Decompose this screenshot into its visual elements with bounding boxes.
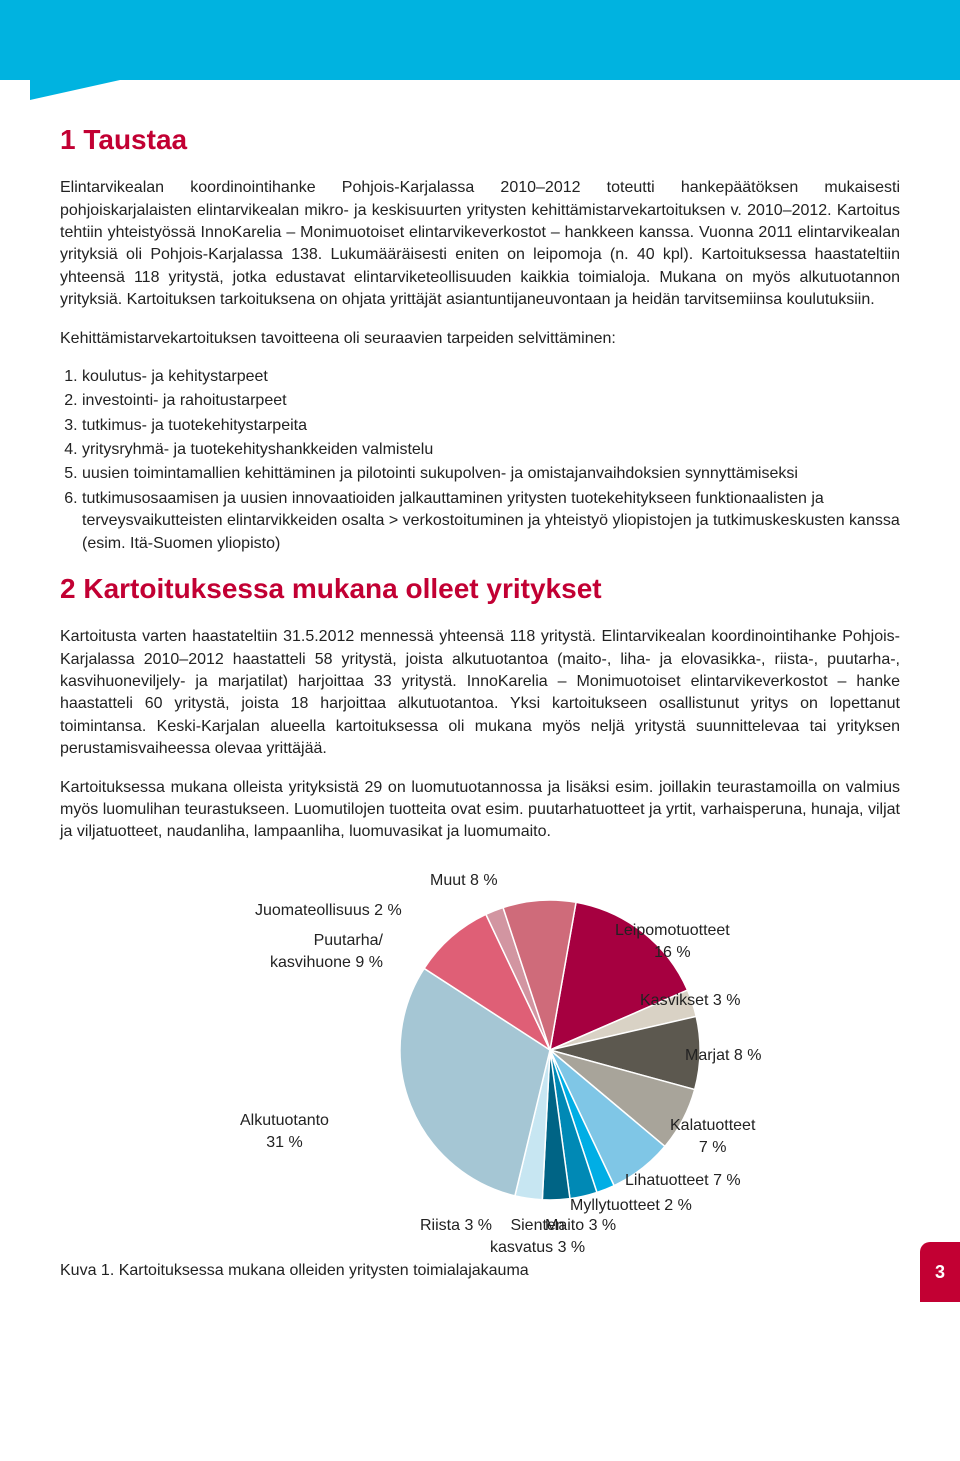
chart-label-marjat: Marjat 8 % [685, 1045, 761, 1067]
section-2-para-1: Kartoitusta varten haastateltiin 31.5.20… [60, 626, 900, 760]
list-item: investointi- ja rahoitustarpeet [82, 390, 900, 412]
section-2-number: 2 [60, 573, 76, 604]
list-item: yritysryhmä- ja tuotekehityshankkeiden v… [82, 439, 900, 461]
section-1-title: Taustaa [83, 124, 187, 155]
top-banner [0, 0, 960, 80]
list-item: tutkimusosaamisen ja uusien innovaatioid… [82, 488, 900, 555]
chart-caption: Kuva 1. Kartoituksessa mukana olleiden y… [60, 1260, 900, 1282]
section-1-number: 1 [60, 124, 76, 155]
section-1-para-1: Elintarvikealan koordinointihanke Pohjoi… [60, 177, 900, 311]
section-2-para-2: Kartoituksessa mukana olleista yrityksis… [60, 777, 900, 844]
chart-label-liha: Lihatuotteet 7 % [625, 1170, 741, 1192]
chart-label-alku: Alkutuotanto 31 % [240, 1110, 329, 1155]
chart-label-riista: Riista 3 % [420, 1215, 492, 1237]
chart-label-sieni: Sienten kasvatus 3 % [490, 1215, 585, 1260]
page-number-tab: 3 [920, 1242, 960, 1302]
chart-label-puutarha: Puutarha/ kasvihuone 9 % [270, 930, 383, 975]
pie-chart: Muut 8 % Juomateollisuus 2 % Puutarha/ k… [200, 860, 760, 1250]
chart-label-juoma: Juomateollisuus 2 % [255, 900, 402, 922]
section-2-title: Kartoituksessa mukana olleet yritykset [83, 573, 601, 604]
section-2-heading: 2 Kartoituksessa mukana olleet yritykset [60, 569, 900, 608]
chart-label-kala: Kalatuotteet 7 % [670, 1115, 755, 1160]
section-1-list: koulutus- ja kehitystarpeet investointi-… [60, 366, 900, 555]
page-number: 3 [935, 1260, 945, 1285]
chart-label-leipo: Leipomotuotteet 16 % [615, 920, 730, 965]
section-1-heading: 1 Taustaa [60, 120, 900, 159]
page-content: 1 Taustaa Elintarvikealan koordinointiha… [0, 80, 960, 1312]
chart-label-muut: Muut 8 % [430, 870, 498, 892]
list-item: tutkimus- ja tuotekehitystarpeita [82, 415, 900, 437]
chart-label-kasvik: Kasvikset 3 % [640, 990, 740, 1012]
list-item: koulutus- ja kehitystarpeet [82, 366, 900, 388]
section-1-para-2: Kehittämistarvekartoituksen tavoitteena … [60, 328, 900, 350]
list-item: uusien toimintamallien kehittäminen ja p… [82, 463, 900, 485]
